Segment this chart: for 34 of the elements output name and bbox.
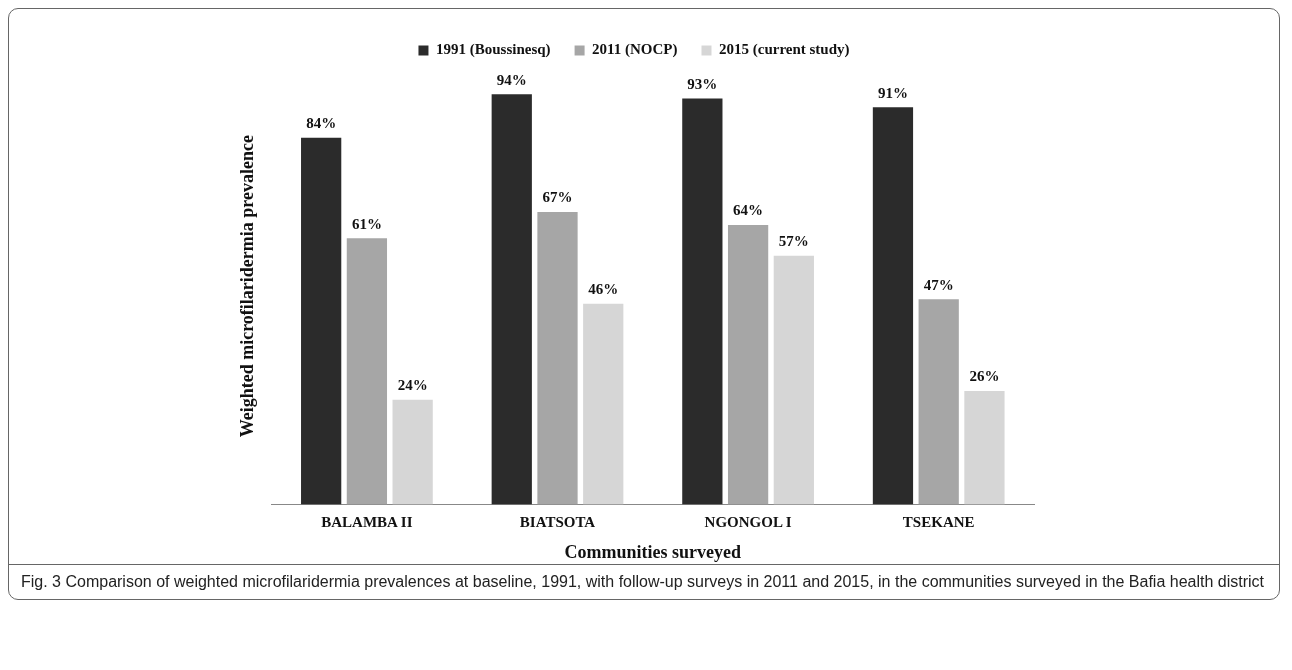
- data-label: 93%: [687, 75, 718, 92]
- legend-label: 2011 (NOCP): [592, 41, 678, 59]
- bar: [727, 225, 769, 505]
- y-axis-title: Weighted microfilaridermia prevalence: [237, 135, 258, 438]
- data-label: 26%: [969, 368, 1000, 385]
- data-label: 46%: [588, 281, 619, 298]
- data-label: 61%: [351, 215, 382, 232]
- data-label: 67%: [542, 189, 573, 206]
- bar: [918, 299, 959, 505]
- bar: [301, 137, 342, 505]
- x-tick-label: NGONGOL I: [704, 514, 792, 531]
- bar: [773, 255, 814, 505]
- x-tick-label: BALAMBA II: [321, 514, 413, 531]
- x-axis-title: Communities surveyed: [564, 541, 742, 562]
- bar: [583, 303, 624, 505]
- caption: Fig. 3 Comparison of weighted microfilaridermia prevalences at baseline, 1991, with follow-up surveys in 2011 and 2015, in the communities surveyed in the Bafia health district: [9, 564, 1279, 599]
- legend-label: 2015 (current study): [718, 41, 850, 59]
- bar: [872, 107, 914, 505]
- data-label: 91%: [877, 84, 908, 101]
- bar: [346, 238, 388, 505]
- x-tick-label: BIATSOTA: [519, 514, 596, 531]
- bar: [964, 390, 1005, 505]
- x-tick-label: TSEKANE: [902, 514, 975, 531]
- bar: [682, 98, 723, 505]
- bar: [537, 212, 578, 505]
- bar: [392, 399, 433, 505]
- legend-label: 1991 (Boussinesq): [435, 41, 551, 59]
- data-label: 57%: [778, 233, 809, 250]
- data-label: 24%: [397, 377, 428, 394]
- data-label: 64%: [733, 202, 764, 219]
- data-label: 47%: [923, 276, 954, 293]
- data-label: 84%: [306, 115, 337, 132]
- bar: [491, 94, 532, 505]
- data-label: 94%: [496, 71, 527, 88]
